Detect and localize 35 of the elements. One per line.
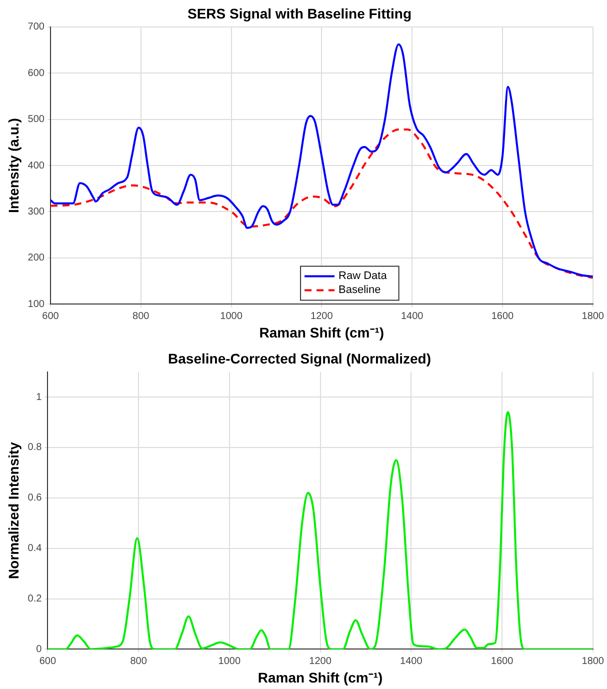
x-tick-label: 1400 [400, 310, 424, 322]
chart-title: SERS Signal with Baseline Fitting [187, 5, 412, 22]
legend-label: Baseline [338, 284, 381, 296]
x-tick-label: 1200 [309, 655, 332, 666]
x-tick-label: 1800 [582, 655, 604, 666]
line-series [50, 43, 593, 278]
y-tick-label: 0.4 [28, 542, 42, 554]
x-axis-title: Raman Shift (cm⁻¹) [258, 668, 383, 685]
y-tick-label: 0.8 [28, 442, 42, 453]
y-tick-label: 400 [28, 160, 45, 172]
x-tick-label: 1000 [220, 310, 243, 322]
x-tick-label: 1600 [491, 310, 514, 322]
x-tick-label: 1800 [582, 310, 604, 322]
y-tick-label: 200 [28, 252, 45, 264]
x-tick-label: 1400 [400, 655, 423, 666]
y-axis-title: Normalized Intensity [5, 441, 22, 578]
y-tick-label: 700 [28, 22, 45, 33]
x-tick-label: 1200 [310, 310, 334, 322]
y-tick-label: 100 [28, 298, 45, 310]
x-tick-label: 800 [130, 655, 148, 666]
line-series [50, 128, 593, 279]
x-tick-label: 800 [132, 310, 150, 322]
y-axis-title: Intensity (a.u.) [5, 118, 22, 213]
y-tick-label: 0.6 [28, 492, 42, 504]
y-tick-label: 500 [28, 114, 45, 126]
x-tick-label: 1000 [218, 655, 241, 666]
x-tick-label: 1600 [490, 655, 514, 666]
chart-title: Baseline-Corrected Signal (Normalized) [168, 350, 431, 366]
legend-label: Raw Data [338, 270, 388, 282]
x-axis-title: Raman Shift (cm⁻¹) [259, 324, 384, 340]
y-tick-label: 0.2 [28, 593, 42, 604]
y-tick-label: 1 [36, 391, 42, 402]
y-tick-label: 600 [28, 68, 45, 79]
y-tick-label: 300 [28, 206, 45, 218]
y-tick-label: 0 [36, 643, 42, 654]
